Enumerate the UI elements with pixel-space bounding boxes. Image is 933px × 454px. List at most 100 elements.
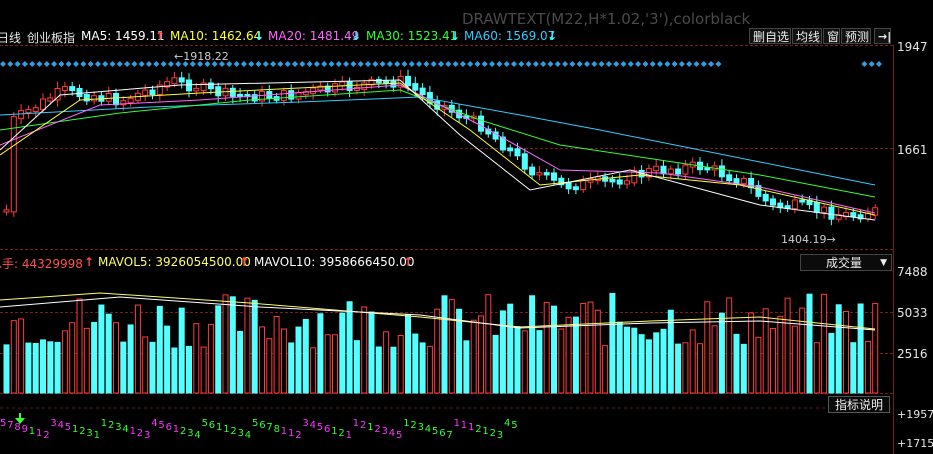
volume-bar [368,311,375,394]
signal-diamond-icon [693,61,700,67]
price-axis-line [893,45,894,454]
down-candle [346,81,353,91]
up-candle [47,97,54,102]
volume-bar [346,301,353,394]
signal-diamond-icon [598,61,605,67]
down-candle [237,93,244,98]
volume-bar [645,339,652,394]
window-button[interactable]: 窗 [823,28,840,44]
down-candle [828,206,835,220]
down-candle [69,86,76,92]
chart-header: 日线 创业板指 MA5: 1459.11 ↑ MA10: 1462.64 ↓ M… [0,27,933,45]
volume-bar [164,325,171,394]
gridline-price-bottom [0,249,893,250]
signal-diamond-icon [664,61,671,67]
volume-ma-lines [0,292,876,331]
remove-watchlist-button[interactable]: 删自选 [749,28,791,44]
td-sequence-digit: 4 [194,430,200,441]
volume-bar [843,310,849,394]
volume-bar [718,312,725,394]
up-candle [54,87,61,101]
td-sequence-digit: 1 [101,418,107,429]
high-price-value: 1918.22 [183,50,229,63]
lower-axis-label-low: +1715 [897,437,933,450]
signal-diamond-icon [394,61,401,67]
td-sequence-digit: 3 [115,422,121,433]
up-candle [61,86,68,91]
indicator-help-button[interactable]: 指标说明 [828,396,890,413]
volume-bar [602,345,609,394]
volume-bar [40,339,46,394]
down-candle [229,87,236,97]
up-candle [200,82,207,91]
td-sequence-digit: 4 [58,420,64,431]
down-candle [76,88,83,98]
signal-diamond-icon [423,61,430,67]
td-sequence-digit: 4 [151,418,157,429]
volume-bar [91,321,98,394]
td-sequence-digit: 1 [216,422,222,433]
volume-bar [872,303,879,394]
signal-diamond-icon [868,61,875,67]
signal-diamond-icon [284,61,291,67]
td-sequence-digit: 1 [346,430,352,441]
ma30-line [0,89,876,198]
volume-bar [813,342,820,394]
signal-diamond-icon [562,61,569,67]
signal-diamond-icon [569,61,576,67]
signal-diamond-icon [182,61,189,67]
signal-diamond-icon [372,61,379,67]
volume-bar [791,325,798,394]
volume-bar [266,338,273,394]
signal-diamond-icon [313,61,320,67]
down-candle [215,86,222,97]
signal-diamond-icon [379,61,386,67]
up-candle [295,92,302,100]
ma5-readout: MA5: 1459.11 [81,29,165,43]
volume-bar [310,347,317,394]
mavol10-up-arrow-icon: ↑ [403,255,414,269]
up-candle [368,78,375,86]
signal-diamond-icon [204,61,211,67]
signal-diamond-icon [605,61,612,67]
td-sequence-digit: 1 [367,422,373,433]
td-sequence-digit: 9 [22,424,28,435]
volume-bar [353,340,360,394]
down-candle [499,136,506,151]
volume-bar [280,328,287,394]
ma5-line [0,79,876,221]
td-sequence-digit: 3 [187,428,193,439]
volume-bar [134,304,141,394]
volume-indicator-select[interactable]: 成交量 ▼ [800,254,892,271]
td-sequence-digit: 2 [374,424,380,435]
volume-bar [748,312,755,394]
signal-diamond-icon [14,61,21,67]
td-sequence-digit: 2 [43,430,49,441]
td-sequence-digit: 2 [230,426,236,437]
signal-diamond-icon [175,61,182,67]
signal-diamond-icon [474,61,481,67]
forecast-button[interactable]: 预测 [841,28,871,44]
down-candle [762,193,769,202]
mavol10-readout: MAVOL10: 3958666450.00 [254,255,415,269]
td-sequence-digit: 2 [490,428,496,439]
td-sequence-digit: 1 [461,420,467,431]
volume-bar [507,303,514,394]
ma-settings-button[interactable]: 均线 [792,28,822,44]
up-candle [10,116,17,213]
signal-diamond-icon [138,61,145,67]
kline-chart-canvas[interactable] [0,45,893,454]
volume-bar [536,330,543,394]
up-candle [580,179,587,191]
volume-bar [711,325,718,394]
up-candle [682,164,689,175]
td-sequence-digit: 1 [353,418,359,429]
period-label[interactable]: 日线 [0,31,22,45]
signal-diamond-icon [525,61,532,67]
td-sequence-digit: 1 [173,424,179,435]
signal-diamond-icon [613,61,620,67]
volume-bar [799,307,806,394]
expand-panel-icon[interactable]: →| [874,28,891,44]
td-sequence-digit: 2 [475,424,481,435]
down-candle [543,172,550,176]
